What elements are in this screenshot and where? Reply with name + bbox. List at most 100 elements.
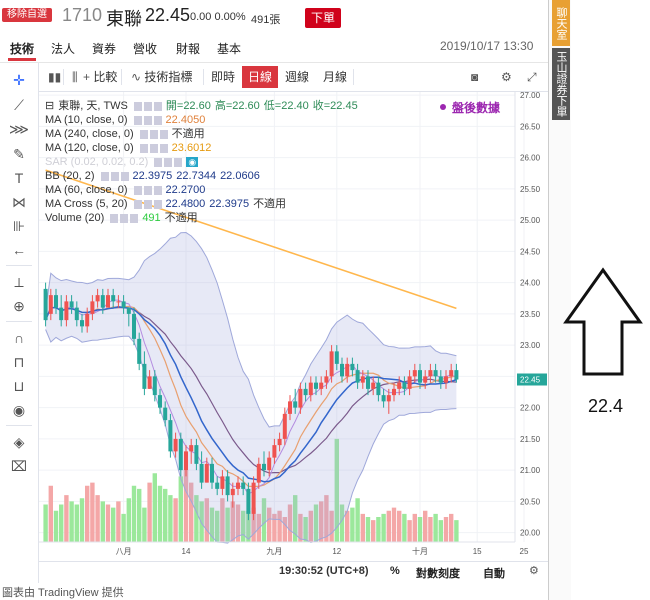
eye-icon[interactable]: ◉ <box>186 157 199 167</box>
price-chart[interactable]: 27.00 26.50 26.00 25.50 25.00 24.50 24.00 23.50… <box>39 92 548 561</box>
candle-body <box>418 370 422 383</box>
price-tick-label: 22.00 <box>520 404 541 413</box>
ma60-line <box>44 305 457 483</box>
compare-button[interactable]: + 比較 <box>83 68 117 86</box>
legend-actions[interactable] <box>139 143 168 153</box>
indicators-button[interactable]: ∿ 技術指標 <box>131 68 192 86</box>
camera-icon[interactable]: ◙ <box>471 70 479 84</box>
legend-actions[interactable] <box>133 101 162 111</box>
fib-tool-icon[interactable]: ⋙ <box>9 121 29 137</box>
legend-sar-name: SAR (0.02, 0.02, 0.2) <box>45 156 149 168</box>
chart-bottom-bar: 19:30:52 (UTC+8) % 對數刻度 自動 ⚙ <box>39 561 548 580</box>
volume-bar <box>194 495 199 542</box>
fullscreen-toggle-icon[interactable]: ▮▮ <box>48 70 62 84</box>
gear-icon[interactable]: ⚙ <box>529 565 539 577</box>
brush-icon[interactable]: ✎ <box>13 146 25 162</box>
legend-volume: Volume (20) 491 不適用 <box>45 212 202 225</box>
eye-icon[interactable]: ◉ <box>12 402 26 418</box>
legend-close: 收=22.45 <box>312 100 358 112</box>
candle-body <box>90 301 95 314</box>
broker-order-tab[interactable]: 玉山證券下單 <box>552 48 570 120</box>
legend-actions[interactable] <box>133 115 162 125</box>
legend-actions[interactable] <box>139 129 168 139</box>
divider <box>0 62 548 63</box>
legend-ma120-value: 23.6012 <box>171 142 212 154</box>
price-tick-label: 23.00 <box>520 341 541 350</box>
legend-actions[interactable] <box>133 185 162 195</box>
magnet-icon[interactable]: ∩ <box>13 330 25 346</box>
log-scale-button[interactable]: 對數刻度 <box>416 568 460 580</box>
order-button[interactable]: 下單 <box>305 8 341 28</box>
tab-financials[interactable]: 財報 <box>176 42 201 56</box>
volume-bar <box>423 510 428 542</box>
candle-body <box>168 420 173 452</box>
legend-ma60-name: MA (60, close, 0) <box>45 184 128 196</box>
crosshair-icon[interactable]: ✛ <box>13 72 25 88</box>
back-arrow-icon[interactable]: ← <box>12 242 26 258</box>
auto-scale-button[interactable]: 自動 <box>483 568 505 580</box>
volume-bar <box>428 517 433 542</box>
quote-datetime: 2019/10/17 13:30 <box>440 39 534 53</box>
tab-margin[interactable]: 資券 <box>92 42 117 56</box>
post-market-label[interactable]: 盤後數據 <box>452 101 501 115</box>
collapse-icon[interactable]: ⊟ <box>45 100 55 112</box>
pattern-icon[interactable]: ⋈ <box>12 194 26 210</box>
volume-bar <box>412 513 417 542</box>
interval-realtime[interactable]: 即時 <box>211 70 236 84</box>
legend-bb-v3: 22.0606 <box>220 170 260 182</box>
tab-technical[interactable]: 技術 <box>10 42 35 56</box>
trend-line-icon[interactable]: ⟋ <box>14 97 24 113</box>
lock-drawing-icon[interactable]: ⊓ <box>13 354 25 370</box>
text-tool-icon[interactable]: T <box>14 170 24 186</box>
time-tick-label: 九月 <box>266 547 282 556</box>
interval-daily[interactable]: 日線 <box>242 66 279 88</box>
current-price-tag-bg <box>517 373 547 386</box>
gear-icon[interactable]: ⚙ <box>501 70 512 84</box>
trash-icon[interactable]: ⌧ <box>10 458 28 474</box>
interval-monthly[interactable]: 月線 <box>323 70 348 84</box>
legend-ma10-name: MA (10, close, 0) <box>45 114 128 126</box>
tab-revenue[interactable]: 營收 <box>133 42 158 56</box>
lock-icon[interactable]: ⊔ <box>13 378 25 394</box>
zoom-in-icon[interactable]: ⊕ <box>13 298 25 314</box>
volume-bar <box>64 495 69 542</box>
volume-bar <box>95 495 100 542</box>
percent-scale-button[interactable]: % <box>390 565 400 577</box>
legend-low: 低=22.40 <box>263 100 309 112</box>
legend-actions[interactable] <box>154 157 183 167</box>
price-tick-label: 21.50 <box>520 435 541 444</box>
legend-actions[interactable] <box>110 213 139 223</box>
quote-header: 移除自選 1710 東聯 22.45 0.00 0.00% 491張 下單 技術… <box>0 0 548 62</box>
candle-body <box>132 313 136 339</box>
legend-macross: MA Cross (5, 20) 22.4800 22.3975 不適用 <box>45 198 290 211</box>
interval-weekly[interactable]: 週線 <box>285 70 310 84</box>
remove-watchlist-button[interactable]: 移除自選 <box>2 8 52 22</box>
candle-body <box>126 307 131 314</box>
indicator-wave-icon: ∿ <box>131 70 142 84</box>
candle-body <box>215 482 220 489</box>
candle-body <box>220 476 225 489</box>
chatroom-tab[interactable]: 聊天室 <box>552 0 570 46</box>
legend-actions[interactable] <box>133 199 162 209</box>
candle-body <box>106 295 110 308</box>
legend-actions[interactable] <box>100 171 129 181</box>
volume-bar <box>386 510 391 542</box>
candle-body <box>142 363 147 389</box>
volume-bar <box>381 513 386 542</box>
tab-institutional[interactable]: 法人 <box>51 42 76 56</box>
candle-body <box>178 438 183 471</box>
candle-body <box>366 376 370 389</box>
layers-icon[interactable]: ◈ <box>13 434 25 450</box>
volume-bar <box>449 513 454 542</box>
candle-body <box>74 307 79 321</box>
candle-type-icon[interactable]: ⫼ <box>72 70 78 84</box>
prediction-icon[interactable]: ⊪ <box>12 218 26 234</box>
candle-body <box>334 351 339 364</box>
ruler-icon[interactable]: ⟂ <box>14 274 24 290</box>
volume-bar <box>417 517 423 542</box>
volume-bar <box>282 517 287 542</box>
volume-bar <box>90 482 95 542</box>
expand-icon[interactable]: ⤢ <box>527 70 537 84</box>
candle-body <box>340 363 344 377</box>
tab-basic[interactable]: 基本 <box>217 42 242 56</box>
